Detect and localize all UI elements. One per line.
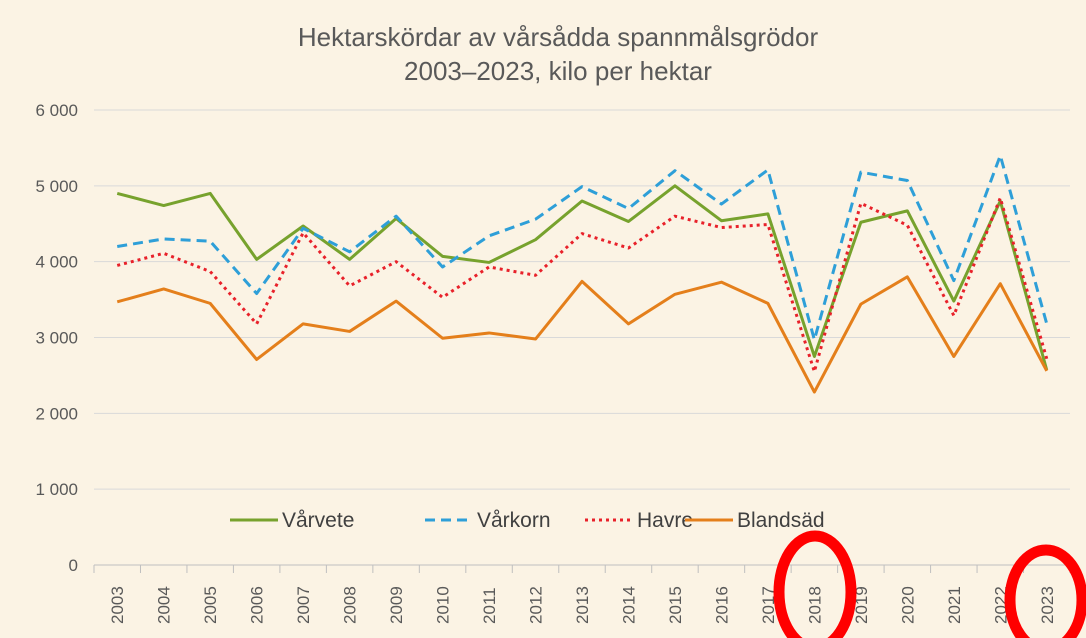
x-tick-label: 2013 [573, 586, 592, 624]
y-tick-label: 4 000 [35, 253, 78, 272]
x-tick-label: 2006 [248, 586, 267, 624]
x-tick-label: 2019 [852, 586, 871, 624]
x-tick-label: 2014 [619, 586, 638, 624]
x-tick-label: 2018 [805, 586, 824, 624]
x-tick-label: 2016 [712, 586, 731, 624]
x-tick-label: 2021 [945, 586, 964, 624]
data-line [116, 154, 1049, 342]
y-tick-label: 1 000 [35, 480, 78, 499]
y-tick-label: 6 000 [35, 101, 78, 120]
legend-label: Vårvete [282, 509, 354, 532]
x-tick-label: 2015 [666, 586, 685, 624]
y-tick-label: 0 [69, 556, 78, 575]
legend-label: Havre [637, 509, 693, 532]
x-tick-label: 2010 [434, 586, 453, 624]
data-line [116, 275, 1049, 394]
x-tick-label: 2017 [759, 586, 778, 624]
legend-label: Blandsäd [737, 509, 825, 532]
y-tick-label: 5 000 [35, 177, 78, 196]
x-tick-label: 2022 [991, 586, 1010, 624]
chart-subtitle: 2003–2023, kilo per hektar [404, 56, 712, 86]
x-tick-label: 2020 [898, 586, 917, 624]
x-tick-label: 2008 [341, 586, 360, 624]
x-tick-label: 2003 [108, 586, 127, 624]
x-tick-label: 2012 [527, 586, 546, 624]
x-tick-label: 2005 [201, 586, 220, 624]
legend-label: Vårkorn [477, 509, 551, 532]
y-tick-label: 3 000 [35, 329, 78, 348]
y-tick-label: 2 000 [35, 404, 78, 423]
x-tick-label: 2009 [387, 586, 406, 624]
data-line [116, 196, 1049, 374]
x-tick-label: 2004 [155, 586, 174, 624]
x-tick-label: 2023 [1038, 586, 1057, 624]
x-tick-label: 2011 [480, 587, 499, 624]
x-tick-label: 2007 [294, 586, 313, 624]
chart-title: Hektarskördar av vårsådda spannmålsgrödo… [298, 22, 819, 52]
data-line [116, 184, 1049, 371]
